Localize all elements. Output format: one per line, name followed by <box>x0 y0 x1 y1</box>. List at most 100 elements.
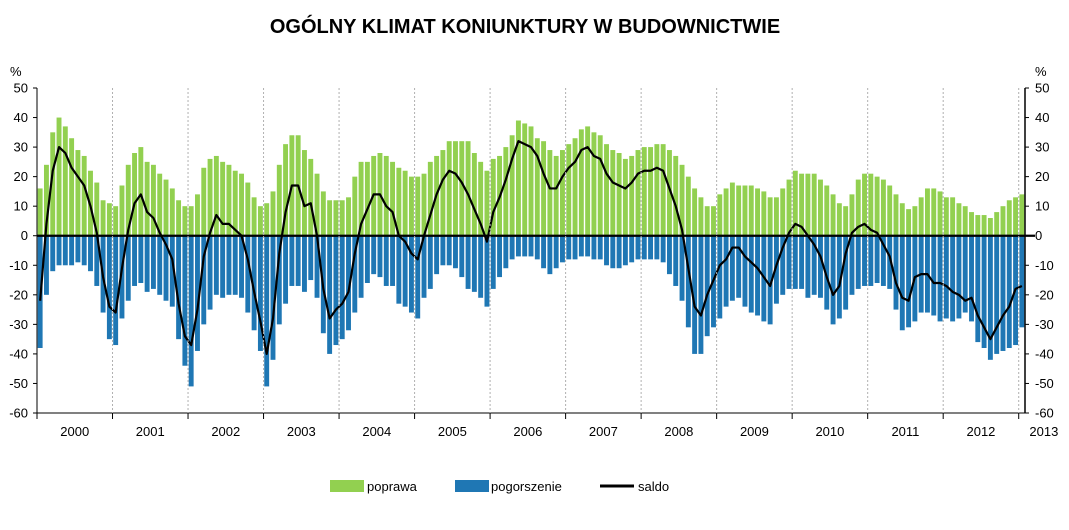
bar-pogorszenie <box>937 235 943 322</box>
bar-poprawa <box>358 161 364 236</box>
bar-pogorszenie <box>484 235 490 307</box>
y-tick-label-right: -10 <box>1035 258 1054 273</box>
bar-pogorszenie <box>836 235 842 319</box>
bar-poprawa <box>723 188 729 236</box>
year-label: 2010 <box>815 424 844 439</box>
bar-poprawa <box>346 197 351 236</box>
bar-pogorszenie <box>560 235 565 263</box>
bar-pogorszenie <box>780 235 786 295</box>
bar-pogorszenie <box>635 235 641 260</box>
bar-poprawa <box>220 161 226 236</box>
bar-pogorszenie <box>201 235 207 325</box>
bar-pogorszenie <box>906 235 912 328</box>
bar-pogorszenie <box>125 235 131 301</box>
bar-poprawa <box>943 197 949 236</box>
bar-pogorszenie <box>333 235 339 346</box>
bar-pogorszenie <box>755 235 760 316</box>
bar-pogorszenie <box>578 235 584 257</box>
bar-pogorszenie <box>981 235 987 348</box>
bar-pogorszenie <box>427 235 433 289</box>
bar-poprawa <box>836 203 842 236</box>
bar-poprawa <box>226 164 232 236</box>
bar-poprawa <box>245 182 251 236</box>
bar-poprawa <box>679 164 685 236</box>
bar-pogorszenie <box>434 235 440 275</box>
bar-poprawa <box>950 197 956 236</box>
bar-pogorszenie <box>723 235 729 307</box>
bar-poprawa <box>773 197 779 236</box>
year-label: 2012 <box>966 424 995 439</box>
bar-poprawa <box>648 147 654 236</box>
year-label: 2006 <box>513 424 542 439</box>
bar-poprawa <box>547 150 553 236</box>
bar-pogorszenie <box>270 235 276 360</box>
bar-pogorszenie <box>610 235 616 269</box>
bar-poprawa <box>786 179 792 236</box>
bar-poprawa <box>880 179 886 236</box>
bar-pogorszenie <box>692 235 698 354</box>
bar-poprawa <box>937 191 943 236</box>
bar-poprawa <box>616 153 622 236</box>
bar-pogorszenie <box>868 235 874 286</box>
bar-pogorszenie <box>289 235 295 286</box>
bar-pogorszenie <box>585 235 591 257</box>
bar-poprawa <box>150 164 156 236</box>
bar-pogorszenie <box>169 235 175 307</box>
bar-pogorszenie <box>232 235 238 295</box>
bar-poprawa <box>1006 200 1012 236</box>
legend-label-saldo: saldo <box>638 479 669 494</box>
bar-poprawa <box>308 158 314 236</box>
bar-pogorszenie <box>497 235 502 278</box>
bar-poprawa <box>717 194 723 236</box>
bar-pogorszenie <box>1006 235 1012 348</box>
bar-poprawa <box>685 176 691 236</box>
bar-poprawa <box>578 129 584 236</box>
bar-pogorszenie <box>62 235 68 266</box>
y-tick-label-left: 50 <box>14 81 28 96</box>
bar-pogorszenie <box>314 235 320 298</box>
bar-pogorszenie <box>440 235 446 266</box>
bar-pogorszenie <box>509 235 515 260</box>
y-tick-label-left: -60 <box>9 406 28 421</box>
bar-poprawa <box>276 164 282 236</box>
bar-poprawa <box>509 135 515 236</box>
y-tick-label-left: 40 <box>14 110 28 125</box>
bar-pogorszenie <box>50 235 56 272</box>
bar-poprawa <box>622 158 628 236</box>
bar-poprawa <box>805 173 811 236</box>
bar-poprawa <box>1013 197 1019 236</box>
bar-poprawa <box>855 179 861 236</box>
y-tick-label-left: -40 <box>9 346 28 361</box>
bar-poprawa <box>339 200 345 236</box>
bar-poprawa <box>144 161 150 236</box>
bar-poprawa <box>50 132 56 236</box>
bar-pogorszenie <box>553 235 559 269</box>
bar-pogorszenie <box>81 235 87 266</box>
y-tick-label-left: 20 <box>14 169 28 184</box>
bar-pogorszenie <box>43 235 49 295</box>
bar-poprawa <box>987 218 993 236</box>
bar-pogorszenie <box>717 235 723 319</box>
bar-poprawa <box>981 215 987 236</box>
bar-poprawa <box>459 141 465 236</box>
bar-poprawa <box>484 170 490 236</box>
bar-poprawa <box>522 123 528 236</box>
bar-pogorszenie <box>295 235 301 286</box>
bar-poprawa <box>597 135 603 236</box>
bar-pogorszenie <box>459 235 465 278</box>
bar-pogorszenie <box>239 235 244 298</box>
bar-poprawa <box>182 206 188 236</box>
bar-pogorszenie <box>773 235 779 304</box>
bar-poprawa <box>918 197 924 236</box>
bar-poprawa <box>755 188 760 236</box>
bar-pogorszenie <box>465 235 471 289</box>
legend-label-poprawa: poprawa <box>367 479 418 494</box>
year-label: 2003 <box>287 424 316 439</box>
year-label: 2013 <box>1029 424 1058 439</box>
bar-poprawa <box>975 215 981 236</box>
bar-pogorszenie <box>887 235 893 289</box>
bar-poprawa <box>106 203 112 236</box>
bar-poprawa <box>654 144 660 236</box>
legend-swatch-poprawa <box>330 480 364 492</box>
bar-pogorszenie <box>792 235 798 289</box>
